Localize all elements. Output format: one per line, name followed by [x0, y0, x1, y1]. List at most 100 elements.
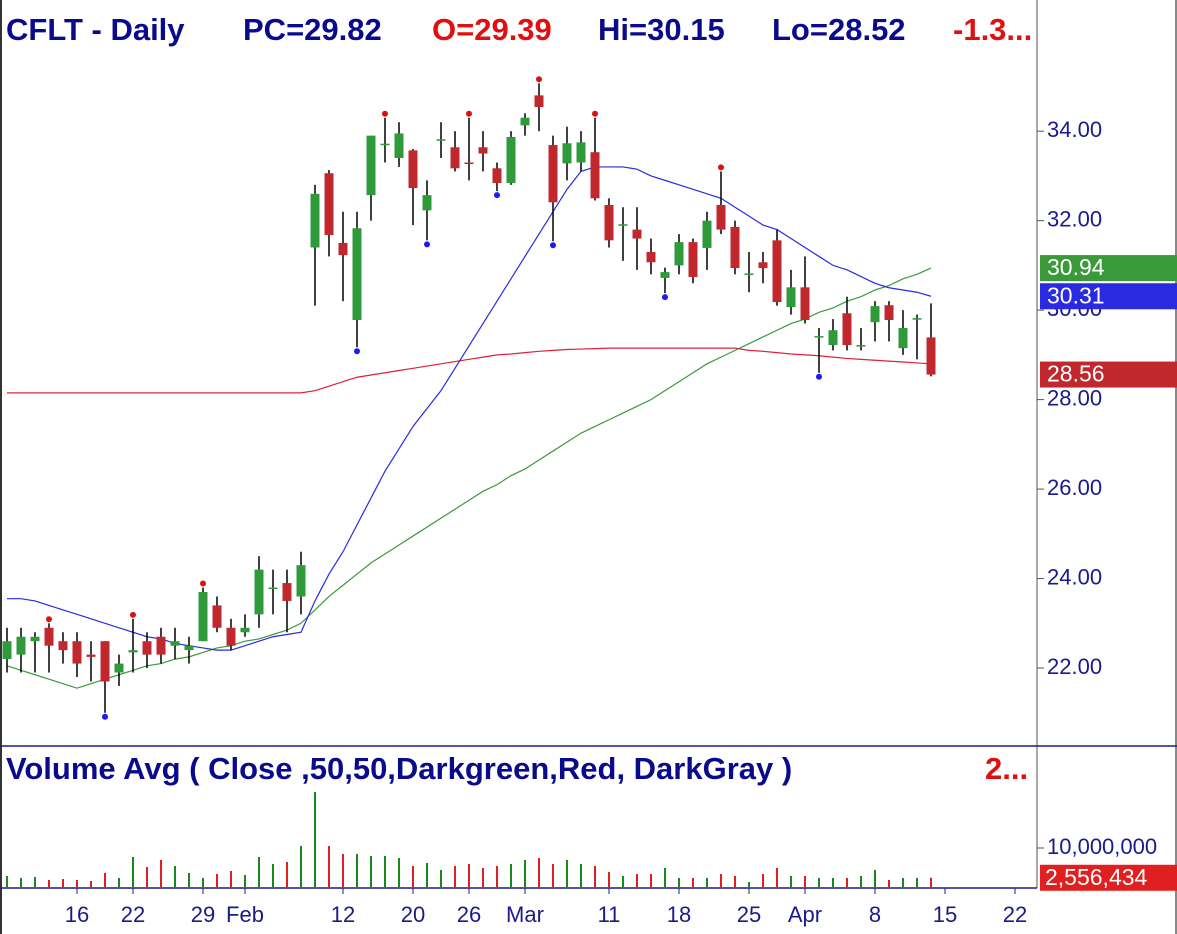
volume-bar [454, 866, 456, 888]
volume-bar [860, 876, 862, 888]
candle-body [30, 636, 40, 642]
candle-body [492, 168, 502, 184]
candle-body [156, 636, 166, 655]
candle-body [324, 173, 334, 235]
candle-body [814, 336, 824, 338]
plot-area: CFLT - Daily PC=29.82 O=29.39 Hi=30.15 Lo=28… [2, 12, 1032, 888]
volume-bar [202, 878, 204, 888]
value-box-label: 30.31 [1047, 282, 1105, 308]
swing-low-dot [816, 373, 822, 380]
candle-body [436, 139, 446, 141]
candle-body [786, 287, 796, 307]
quote-item: PC=29.82 [243, 12, 382, 47]
candle-body [702, 220, 712, 248]
candle-body [254, 569, 264, 615]
candle-body [660, 272, 670, 278]
volume-bar [720, 874, 722, 888]
volume-bar [230, 871, 232, 888]
candle-body [562, 143, 572, 164]
swing-high-dot [592, 110, 598, 117]
candle-body [142, 641, 152, 655]
volume-bar [160, 860, 162, 888]
candle-body [366, 135, 376, 196]
swing-low-dot [354, 348, 360, 355]
y-tick-label: 22.00 [1047, 654, 1102, 679]
x-tick-label: 16 [65, 902, 89, 927]
candle-body [618, 224, 628, 226]
candle-body [212, 605, 222, 628]
candle-body [842, 313, 852, 346]
candle-body [72, 641, 82, 664]
volume-bar [146, 867, 148, 888]
candle-body [800, 287, 810, 320]
volume-bar [902, 878, 904, 888]
candle-body [198, 591, 208, 642]
x-tick-label: 22 [1003, 902, 1027, 927]
swing-low-dot [102, 713, 108, 720]
y-tick-label: 28.00 [1047, 385, 1102, 410]
x-tick-label: 8 [869, 902, 881, 927]
candle-body [926, 337, 936, 375]
volume-bar [356, 854, 358, 888]
x-tick-label: 15 [933, 902, 957, 927]
y-tick-label: 10,000,000 [1047, 834, 1157, 859]
volume-bar [370, 856, 372, 888]
candle-body [44, 627, 54, 646]
volume-bar [76, 880, 78, 888]
swing-high-dot [130, 611, 136, 618]
candle-body [478, 147, 488, 154]
volume-bar [426, 863, 428, 888]
candle-body [506, 136, 516, 184]
quote-item: -1.3... [953, 12, 1032, 47]
candle-body [296, 565, 306, 597]
volume-bar [930, 877, 932, 888]
y-tick-label: 26.00 [1047, 475, 1102, 500]
candle-body [128, 650, 138, 653]
candle-body [282, 583, 292, 601]
candle-body [534, 95, 544, 108]
volume-bar [874, 870, 876, 888]
candle-body [520, 117, 530, 126]
candle-body [100, 641, 110, 682]
x-tick-label: 12 [331, 902, 355, 927]
candle-body [170, 641, 180, 646]
volume-bar [580, 864, 582, 888]
x-tick-label: 26 [457, 902, 481, 927]
candle-body [688, 242, 698, 278]
candle-body [408, 150, 418, 188]
x-tick-label: Apr [788, 902, 822, 927]
x-tick-label: 11 [598, 902, 621, 927]
value-box [1040, 361, 1177, 388]
candle-body [394, 133, 404, 159]
volume-bar [328, 846, 330, 888]
candle-body [828, 330, 838, 346]
swing-high-dot [382, 110, 388, 117]
swing-high-dot [536, 76, 542, 83]
x-tick-label: 18 [667, 902, 691, 927]
volume-bar [398, 858, 400, 888]
candle-body [422, 195, 432, 211]
volume-bar [818, 878, 820, 888]
volume-bar [706, 878, 708, 888]
swing-low-dot [494, 192, 500, 199]
candle-body [380, 143, 390, 146]
volume-bar [636, 874, 638, 888]
candle-body [856, 345, 866, 347]
volume-bar [664, 868, 666, 888]
volume-bar [118, 878, 120, 888]
volume-bar [104, 873, 106, 888]
volume-bar [20, 878, 22, 888]
candle-body [184, 645, 194, 651]
volume-bar [734, 876, 736, 888]
candle-body [450, 147, 460, 169]
swing-low-dot [662, 294, 668, 301]
y-tick-label: 32.00 [1047, 206, 1102, 231]
swing-high-dot [718, 164, 724, 171]
quote-item: Lo=28.52 [772, 12, 906, 47]
volume-bar [594, 866, 596, 888]
x-tick-label: Mar [506, 902, 544, 927]
volume-bar [300, 846, 302, 888]
